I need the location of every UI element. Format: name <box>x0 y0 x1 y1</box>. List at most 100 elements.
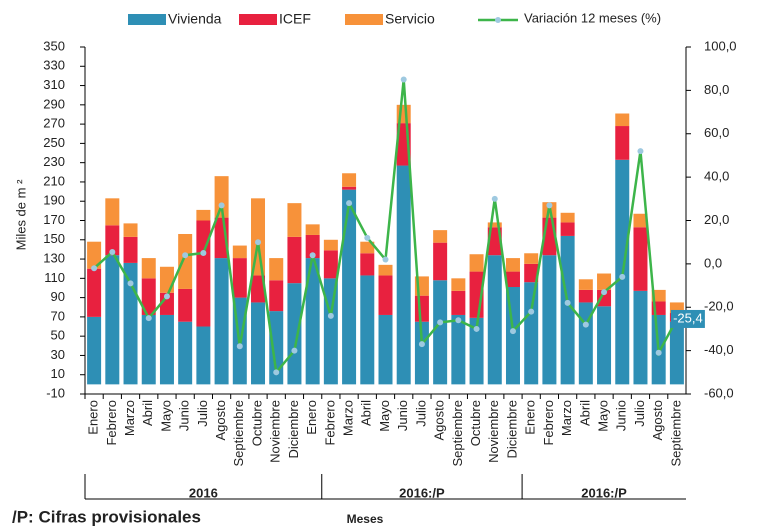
x-tick-label: Agosto <box>650 400 665 440</box>
bar-segment <box>123 262 138 385</box>
bar-segment <box>433 280 448 385</box>
bar-segment <box>433 230 448 243</box>
bar-segment <box>487 255 502 385</box>
bar-segment <box>505 258 520 272</box>
line-point <box>637 148 644 155</box>
bar-segment <box>232 258 247 298</box>
y-tick-label: 190 <box>43 193 65 208</box>
bar-segment <box>669 321 684 385</box>
bar-segment <box>414 295 429 322</box>
bar-segment <box>469 317 484 385</box>
bar-segment <box>342 173 357 187</box>
bar-segment <box>633 227 648 291</box>
x-tick-label: Junio <box>177 400 192 431</box>
bar-segment <box>251 275 266 303</box>
bar-segment <box>87 241 102 269</box>
bar-segment <box>451 314 466 385</box>
bar-segment <box>487 227 502 256</box>
bar-segment <box>123 223 138 237</box>
bar-segment <box>123 236 138 263</box>
legend-swatch <box>239 14 277 25</box>
bar-segment <box>342 186 357 190</box>
bar-segment <box>560 235 575 385</box>
x-tick-label: Septiembre <box>450 400 465 466</box>
x-tick-label: Febrero <box>104 400 119 446</box>
x-tick-label: Febrero <box>541 400 556 446</box>
group-label: 2016:/P <box>399 485 445 500</box>
bar-segment <box>87 316 102 385</box>
line-point <box>564 299 571 306</box>
bar-segment <box>597 289 612 307</box>
bar-segment <box>232 245 247 259</box>
x-tick-label: Enero <box>304 400 319 435</box>
x-tick-label: Junio <box>614 400 629 431</box>
line-point <box>418 341 425 348</box>
bar-segment <box>159 314 174 385</box>
x-tick-label: Octubre <box>468 400 483 446</box>
bar-segment <box>396 165 411 385</box>
x-tick-label: Mayo <box>158 400 173 432</box>
legend-swatch <box>345 14 383 25</box>
x-axis-label: Meses <box>347 512 384 526</box>
bar-segment <box>214 258 229 385</box>
bar-segment <box>87 268 102 317</box>
x-tick-label: Enero <box>86 400 101 435</box>
line-point <box>491 195 498 202</box>
y-tick-label: 90 <box>51 289 65 304</box>
y-tick-label: 30 <box>51 347 65 362</box>
bar-segment <box>196 220 211 327</box>
y2-tick-label: 40,0 <box>704 169 729 184</box>
line-point <box>528 308 535 315</box>
bar-segment <box>105 255 120 385</box>
x-tick-label: Octubre <box>249 400 264 446</box>
legend-label: ICEF <box>279 11 311 27</box>
line-point <box>163 293 170 300</box>
line-point <box>218 202 225 209</box>
line-point <box>509 328 516 335</box>
line-point <box>437 319 444 326</box>
x-tick-label: Junio <box>395 400 410 431</box>
bar-segment <box>141 258 156 279</box>
group-label: 2016 <box>189 485 218 500</box>
bar-segment <box>323 239 338 251</box>
bar-segment <box>542 255 557 385</box>
bar-segment <box>578 279 593 290</box>
x-tick-label: Enero <box>523 400 538 435</box>
line-point <box>455 317 462 324</box>
line-point <box>400 76 407 83</box>
x-tick-label: Mayo <box>377 400 392 432</box>
line-point <box>109 248 116 255</box>
bar-segment <box>560 222 575 236</box>
y-tick-label: -10 <box>46 385 65 400</box>
x-tick-label: Abril <box>140 400 155 426</box>
line-point <box>145 315 152 322</box>
bar-segment <box>323 278 338 385</box>
bar-segment <box>378 264 393 276</box>
bar-segment <box>578 302 593 385</box>
bar-segment <box>633 213 648 228</box>
line-point <box>582 321 589 328</box>
bar-segment <box>342 189 357 385</box>
x-tick-label: Marzo <box>341 400 356 436</box>
line-point <box>346 200 353 207</box>
bar-segment <box>141 278 156 315</box>
bar-segment <box>269 311 284 385</box>
bar-segment <box>505 271 520 288</box>
x-tick-label: Noviembre <box>268 400 283 463</box>
line-point <box>309 252 316 259</box>
bar-segment <box>469 254 484 272</box>
bar-segment <box>305 234 320 259</box>
y-tick-label: 210 <box>43 173 65 188</box>
bar-segment <box>105 198 120 226</box>
group-label: 2016:/P <box>581 485 627 500</box>
x-tick-label: Agosto <box>213 400 228 440</box>
bar-segment <box>287 283 302 385</box>
legend-label: Servicio <box>385 11 435 27</box>
bar-segment <box>597 273 612 290</box>
line-point <box>91 265 98 272</box>
x-tick-label: Septiembre <box>231 400 246 466</box>
y-tick-label: 330 <box>43 58 65 73</box>
y-tick-label: 70 <box>51 308 65 323</box>
bar-segment <box>360 275 375 385</box>
